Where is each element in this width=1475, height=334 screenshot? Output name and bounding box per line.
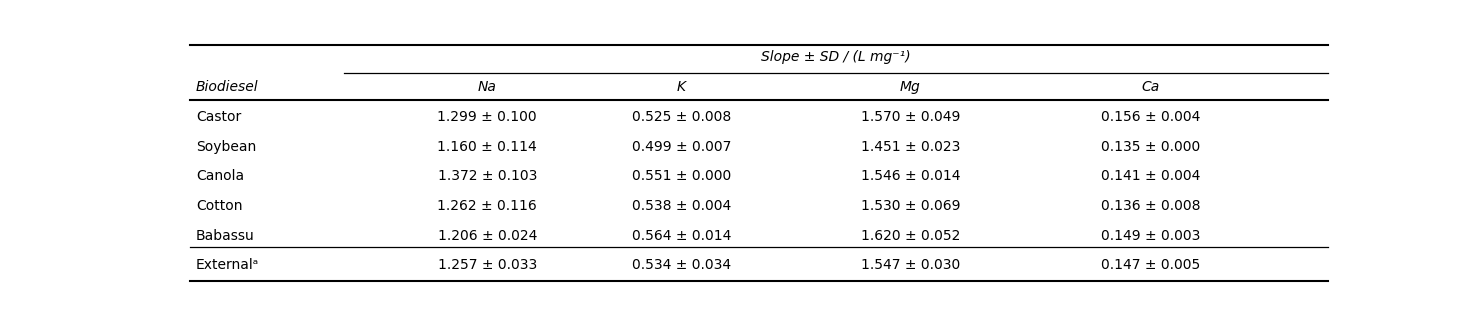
Text: Babassu: Babassu <box>196 228 255 242</box>
Text: 1.206 ± 0.024: 1.206 ± 0.024 <box>438 228 537 242</box>
Text: 1.547 ± 0.030: 1.547 ± 0.030 <box>860 258 960 272</box>
Text: 1.372 ± 0.103: 1.372 ± 0.103 <box>438 169 537 183</box>
Text: 1.620 ± 0.052: 1.620 ± 0.052 <box>860 228 960 242</box>
Text: 0.538 ± 0.004: 0.538 ± 0.004 <box>631 199 732 213</box>
Text: 1.299 ± 0.100: 1.299 ± 0.100 <box>438 110 537 124</box>
Text: 0.156 ± 0.004: 0.156 ± 0.004 <box>1100 110 1201 124</box>
Text: 1.160 ± 0.114: 1.160 ± 0.114 <box>438 140 537 154</box>
Text: Slope ± SD / (L mg⁻¹): Slope ± SD / (L mg⁻¹) <box>761 50 910 64</box>
Text: Biodiesel: Biodiesel <box>196 80 258 94</box>
Text: Soybean: Soybean <box>196 140 257 154</box>
Text: 0.136 ± 0.008: 0.136 ± 0.008 <box>1100 199 1201 213</box>
Text: 0.149 ± 0.003: 0.149 ± 0.003 <box>1100 228 1201 242</box>
Text: 0.141 ± 0.004: 0.141 ± 0.004 <box>1100 169 1201 183</box>
Text: 0.534 ± 0.034: 0.534 ± 0.034 <box>633 258 732 272</box>
Text: 1.257 ± 0.033: 1.257 ± 0.033 <box>438 258 537 272</box>
Text: 0.147 ± 0.005: 0.147 ± 0.005 <box>1100 258 1201 272</box>
Text: 1.570 ± 0.049: 1.570 ± 0.049 <box>860 110 960 124</box>
Text: 1.451 ± 0.023: 1.451 ± 0.023 <box>860 140 960 154</box>
Text: 0.135 ± 0.000: 0.135 ± 0.000 <box>1100 140 1201 154</box>
Text: Cotton: Cotton <box>196 199 242 213</box>
Text: 0.564 ± 0.014: 0.564 ± 0.014 <box>631 228 732 242</box>
Text: Mg: Mg <box>900 80 920 94</box>
Text: 0.499 ± 0.007: 0.499 ± 0.007 <box>631 140 732 154</box>
Text: 1.262 ± 0.116: 1.262 ± 0.116 <box>438 199 537 213</box>
Text: Castor: Castor <box>196 110 240 124</box>
Text: Ca: Ca <box>1142 80 1159 94</box>
Text: Canola: Canola <box>196 169 243 183</box>
Text: 1.546 ± 0.014: 1.546 ± 0.014 <box>860 169 960 183</box>
Text: Na: Na <box>478 80 497 94</box>
Text: 0.551 ± 0.000: 0.551 ± 0.000 <box>631 169 732 183</box>
Text: Externalᵃ: Externalᵃ <box>196 258 260 272</box>
Text: 1.530 ± 0.069: 1.530 ± 0.069 <box>860 199 960 213</box>
Text: K: K <box>677 80 686 94</box>
Text: 0.525 ± 0.008: 0.525 ± 0.008 <box>631 110 732 124</box>
